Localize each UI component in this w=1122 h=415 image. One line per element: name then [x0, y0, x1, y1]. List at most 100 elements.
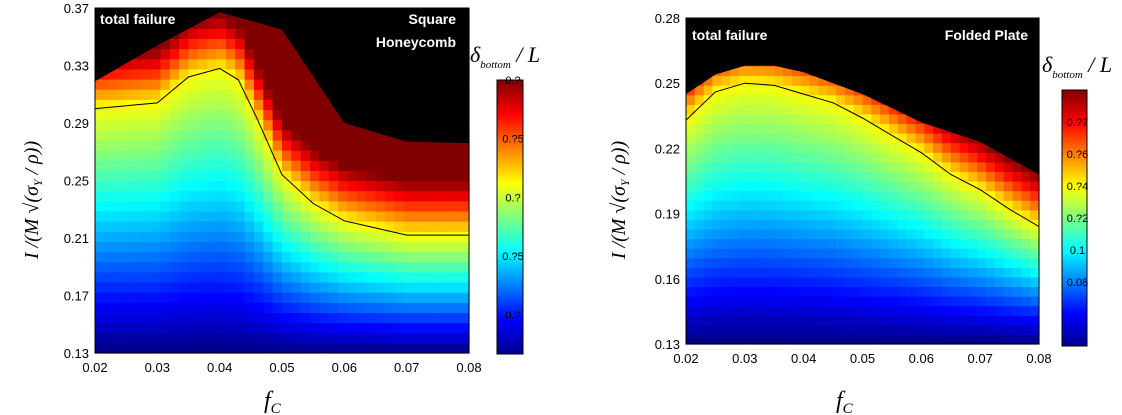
heatmap-cell: [977, 334, 987, 345]
heatmap-cell: [791, 161, 802, 173]
heatmap-cell: [774, 276, 784, 288]
heatmap-cell: [809, 104, 819, 115]
heatmap-cell: [282, 261, 292, 273]
heatmap-cell: [179, 28, 190, 40]
heatmap-cell: [906, 133, 917, 144]
heatmap-cell: [207, 38, 218, 50]
heatmap-cell: [1021, 200, 1031, 211]
heatmap-cell: [235, 139, 246, 151]
heatmap-cell: [422, 342, 433, 354]
heatmap-cell: [703, 94, 714, 105]
heatmap-cell: [809, 171, 819, 182]
heatmap-cell: [216, 109, 227, 121]
heatmap-cell: [712, 85, 722, 96]
heatmap-cell: [756, 248, 767, 259]
heatmap-cell: [1021, 267, 1031, 278]
heatmap-cell: [216, 180, 227, 192]
heatmap-cell: [356, 160, 367, 171]
heatmap-cell: [356, 150, 367, 161]
heatmap-cell: [216, 79, 227, 90]
heatmap-cell: [95, 292, 105, 303]
heatmap-cell: [113, 221, 124, 232]
heatmap-cell: [207, 241, 218, 253]
heatmap-cell: [151, 312, 162, 324]
heatmap-cell: [197, 221, 208, 232]
heatmap-cell: [300, 200, 311, 212]
heatmap-cell: [756, 190, 767, 201]
heatmap-cell: [1003, 305, 1014, 316]
heatmap-cell: [994, 286, 1005, 297]
heatmap-cell: [310, 231, 320, 242]
heatmap-cell: [412, 170, 423, 182]
heatmap-cell: [686, 200, 696, 211]
heatmap-cell: [450, 342, 461, 354]
heatmap-cell: [310, 322, 320, 334]
heatmap-cell: [747, 286, 758, 297]
heatmap-cell: [394, 342, 405, 354]
heatmap-cell: [225, 281, 236, 293]
heatmap-cell: [384, 221, 395, 232]
y-tick-label: 0.25: [655, 76, 680, 91]
heatmap-cell: [721, 324, 731, 336]
heatmap-cell: [827, 209, 837, 220]
heatmap-cell: [394, 332, 405, 344]
heatmap-cell: [113, 322, 124, 334]
heatmap-cell: [986, 267, 996, 278]
heatmap-cell: [188, 160, 199, 171]
heatmap-cell: [263, 322, 274, 334]
heatmap-cell: [747, 123, 758, 134]
heatmap-cell: [216, 58, 227, 70]
heatmap-cell: [179, 79, 190, 90]
heatmap-cell: [853, 267, 864, 278]
heatmap-cell: [730, 94, 740, 105]
heatmap-cell: [897, 315, 908, 326]
heatmap-cell: [712, 181, 722, 192]
heatmap-cell: [272, 312, 283, 324]
heatmap-cell: [924, 267, 934, 278]
heatmap-cell: [366, 251, 377, 263]
heatmap-cell: [169, 292, 180, 303]
heatmap-cell: [253, 58, 264, 70]
heatmap-cell: [169, 210, 180, 222]
heatmap-cell: [862, 142, 872, 153]
heatmap-cell: [730, 228, 740, 240]
heatmap-cell: [450, 292, 461, 303]
heatmap-cell: [384, 180, 395, 192]
heatmap-cell: [800, 238, 811, 249]
heatmap-cell: [310, 302, 320, 314]
heatmap-cell: [844, 85, 855, 96]
heatmap-cell: [915, 190, 925, 201]
heatmap-cell: [800, 228, 811, 240]
heatmap-cell: [1003, 315, 1014, 326]
x-tick-label: 0.02: [82, 360, 107, 375]
heatmap-cell: [207, 322, 218, 334]
heatmap-cell: [791, 286, 802, 297]
heatmap-cell: [959, 171, 969, 182]
heatmap-cell: [924, 315, 934, 326]
heatmap-cell: [151, 342, 162, 354]
heatmap-cell: [730, 248, 740, 259]
heatmap-cell: [888, 123, 899, 134]
heatmap-cell: [95, 342, 105, 354]
heatmap-cell: [412, 302, 423, 314]
heatmap-cell: [160, 231, 171, 242]
heatmap-cell: [712, 324, 722, 336]
heatmap-cell: [730, 200, 740, 211]
heatmap-cell: [712, 171, 722, 182]
heatmap-cell: [968, 142, 978, 153]
heatmap-cell: [431, 200, 442, 212]
heatmap-cell: [431, 332, 442, 344]
heatmap-cell: [207, 190, 218, 202]
heatmap-cell: [282, 322, 292, 334]
heatmap-cell: [809, 248, 819, 259]
heatmap-cell: [862, 228, 872, 240]
heatmap-cell: [132, 89, 143, 100]
heatmap-cell: [272, 302, 283, 314]
heatmap-cell: [1030, 190, 1040, 201]
heatmap-cell: [319, 109, 330, 121]
heatmap-cell: [188, 281, 199, 293]
heatmap-cell: [738, 133, 749, 144]
heatmap-cell: [765, 65, 775, 77]
heatmap-cell: [235, 271, 246, 283]
heatmap-cell: [263, 109, 274, 121]
